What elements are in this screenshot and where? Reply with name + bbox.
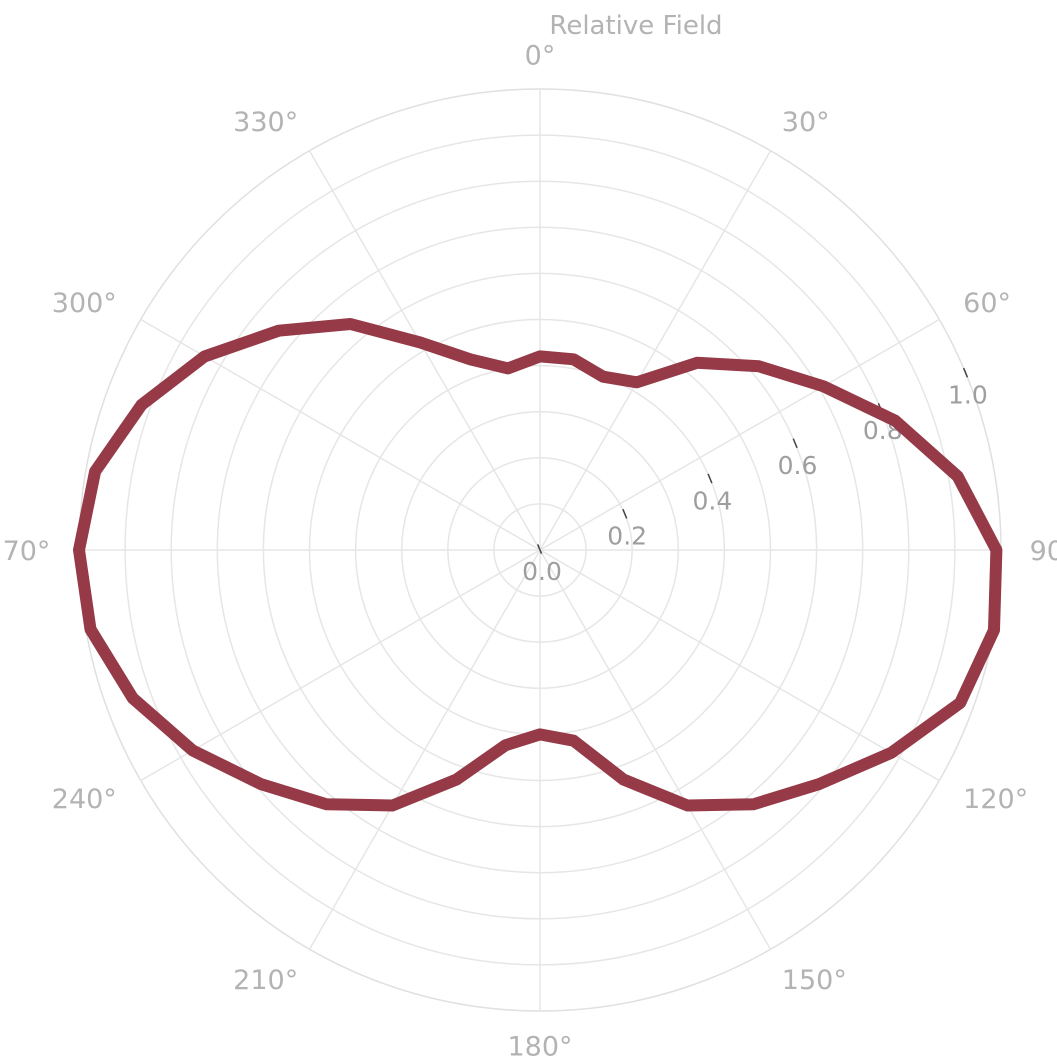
grid-spoke — [539, 549, 940, 782]
grid-spoke — [539, 318, 940, 551]
radial-tick-mark — [622, 508, 628, 519]
angle-tick-label: 150° — [782, 965, 847, 996]
grid-spoke — [308, 549, 541, 950]
grid-spoke — [539, 150, 772, 551]
radial-tick-mark — [707, 473, 713, 484]
angle-tick-label: 90° — [1030, 536, 1057, 567]
radial-tick-labels: 0.00.20.40.60.81.0 — [522, 367, 988, 586]
chart-title: Relative Field — [549, 11, 722, 41]
angle-tick-label: 240° — [52, 784, 117, 815]
angle-tick-label: 300° — [52, 288, 117, 319]
grid-spoke — [308, 150, 541, 551]
radial-tick-mark — [962, 367, 969, 378]
angle-tick-label: 30° — [782, 107, 830, 138]
angle-tick-label: 270° — [0, 536, 50, 567]
grid-spoke — [140, 549, 541, 782]
radial-tick-mark — [537, 544, 543, 554]
angle-tick-label: 120° — [963, 784, 1028, 815]
radial-tick-label: 0.6 — [778, 451, 818, 480]
angle-tick-label: 210° — [233, 965, 298, 996]
radial-tick-label: 0.2 — [607, 522, 647, 551]
grid-spoke — [539, 549, 772, 950]
radial-tick-label: 1.0 — [948, 381, 988, 410]
angle-tick-label: 330° — [233, 107, 298, 138]
series-line — [73, 318, 1003, 812]
series-layer — [73, 318, 1003, 812]
radial-tick-label: 0.0 — [522, 557, 562, 586]
angle-tick-labels: 0° 30° 60° 90° 120° 150° 180° 210° 240° 270° 300° 3… — [0, 40, 1057, 1059]
radial-tick-label: 0.4 — [692, 486, 732, 515]
angle-tick-label: 180° — [507, 1032, 572, 1059]
angle-tick-label: 0° — [525, 40, 556, 71]
radial-tick-mark — [792, 438, 798, 449]
angle-tick-label: 60° — [963, 288, 1011, 319]
